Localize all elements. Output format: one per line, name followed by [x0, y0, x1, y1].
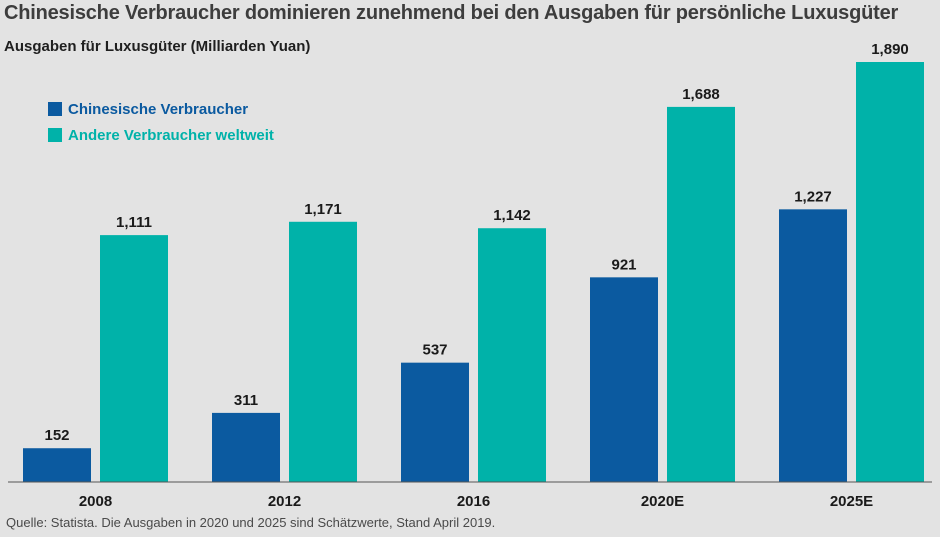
x-tick-2025E: 2025E: [830, 493, 873, 510]
bar-other-2025E: [856, 62, 924, 482]
bar-other-2020E: [667, 106, 735, 482]
x-tick-2016: 2016: [457, 493, 490, 510]
bar-chinese-2012: [212, 412, 280, 482]
data-label-chinese-2016: 537: [422, 342, 447, 359]
bar-other-2016: [478, 228, 546, 482]
data-label-other-2008: 1,111: [116, 214, 152, 231]
bar-chinese-2025E: [779, 209, 847, 483]
legend-label-other: Andere Verbraucher weltweit: [68, 126, 274, 144]
chart-title: Chinesische Verbraucher dominieren zuneh…: [4, 2, 899, 24]
bar-other-2008: [100, 235, 168, 482]
y-axis-label: Ausgaben für Luxusgüter (Milliarden Yuan…: [4, 38, 311, 55]
x-tick-2020E: 2020E: [641, 493, 684, 510]
data-label-other-2020E: 1,688: [682, 86, 720, 103]
data-label-chinese-2020E: 921: [611, 256, 636, 273]
legend-item-other: Andere Verbraucher weltweit: [48, 122, 274, 148]
legend: Chinesische Verbraucher Andere Verbrauch…: [48, 96, 274, 148]
bar-chinese-2020E: [590, 277, 658, 482]
data-label-chinese-2008: 152: [44, 427, 69, 444]
data-label-other-2012: 1,171: [304, 201, 342, 218]
legend-swatch-chinese: [48, 102, 62, 116]
source-note: Quelle: Statista. Die Ausgaben in 2020 u…: [6, 515, 496, 530]
data-label-other-2016: 1,142: [493, 207, 531, 224]
data-label-chinese-2012: 311: [234, 392, 258, 409]
data-label-other-2025E: 1,890: [871, 41, 909, 58]
bar-chinese-2008: [23, 448, 91, 482]
bar-other-2012: [289, 221, 357, 482]
legend-item-chinese: Chinesische Verbraucher: [48, 96, 274, 122]
legend-label-chinese: Chinesische Verbraucher: [68, 100, 249, 118]
x-tick-2008: 2008: [79, 493, 112, 510]
bar-chinese-2016: [401, 362, 469, 482]
data-label-chinese-2025E: 1,227: [794, 188, 832, 205]
legend-swatch-other: [48, 128, 62, 142]
x-tick-2012: 2012: [268, 493, 301, 510]
